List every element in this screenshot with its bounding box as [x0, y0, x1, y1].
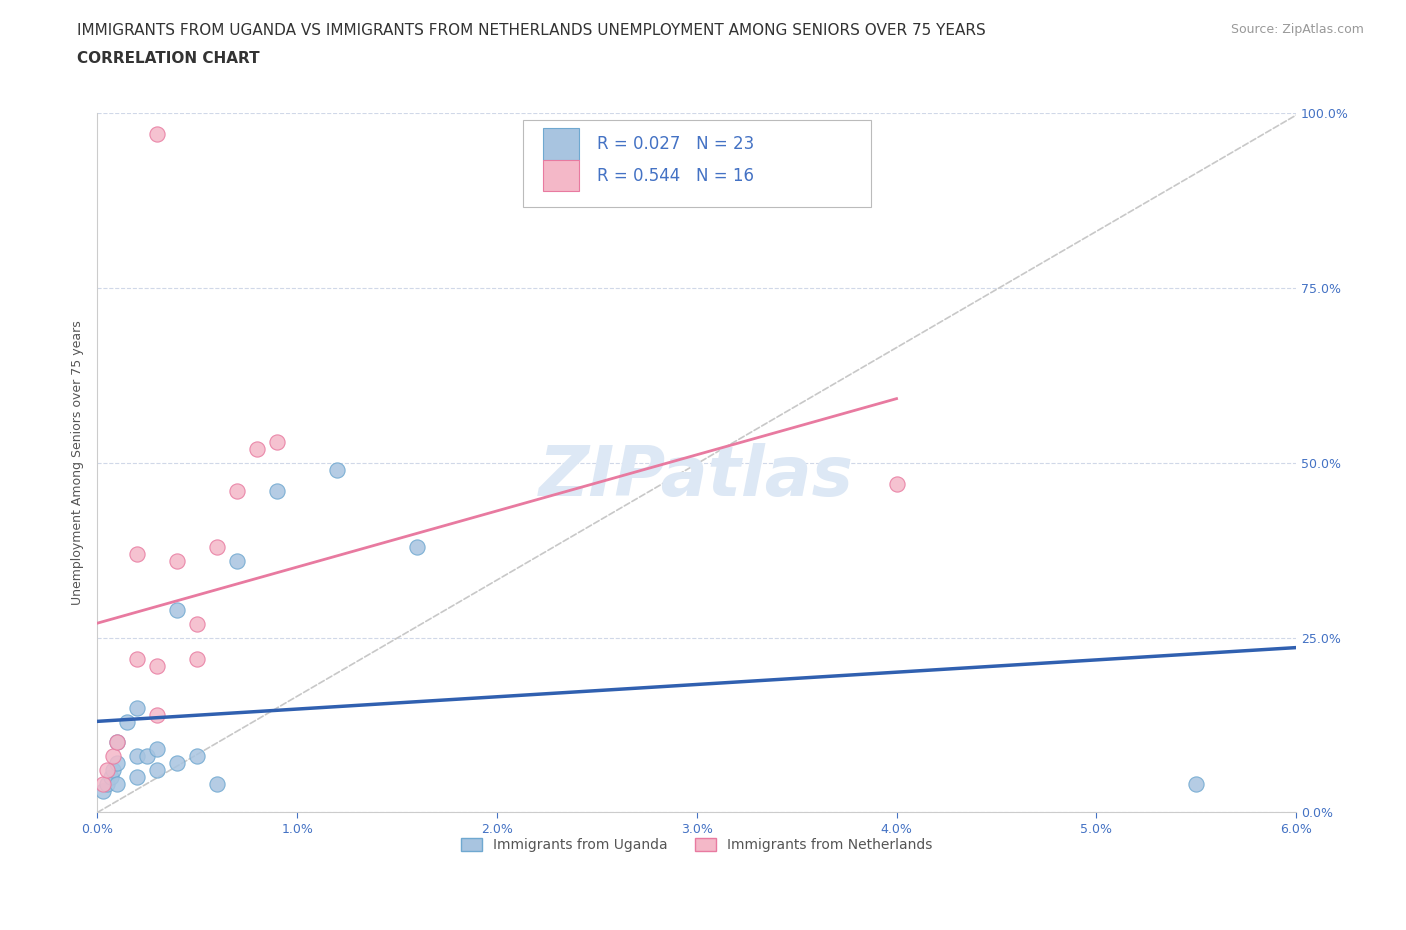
- Point: [96, 777, 118, 792]
- Point: [117, 714, 139, 729]
- Point: [226, 553, 249, 568]
- Point: [127, 651, 149, 666]
- Point: [127, 770, 149, 785]
- Point: [1185, 777, 1208, 792]
- Point: [186, 651, 208, 666]
- Point: [127, 749, 149, 764]
- Point: [207, 539, 229, 554]
- Text: CORRELATION CHART: CORRELATION CHART: [77, 51, 260, 66]
- Point: [93, 777, 115, 792]
- Point: [93, 784, 115, 799]
- Point: [107, 756, 129, 771]
- Point: [406, 539, 429, 554]
- Point: [266, 434, 288, 449]
- Point: [166, 553, 188, 568]
- FancyBboxPatch shape: [543, 128, 579, 160]
- Point: [103, 763, 125, 777]
- Point: [886, 476, 908, 491]
- Point: [127, 546, 149, 561]
- Y-axis label: Unemployment Among Seniors over 75 years: Unemployment Among Seniors over 75 years: [72, 320, 84, 605]
- Point: [103, 749, 125, 764]
- Point: [136, 749, 159, 764]
- Text: R = 0.544   N = 16: R = 0.544 N = 16: [598, 166, 754, 184]
- Point: [107, 735, 129, 750]
- Point: [226, 484, 249, 498]
- Point: [127, 700, 149, 715]
- Point: [107, 777, 129, 792]
- Point: [146, 658, 169, 673]
- Legend: Immigrants from Uganda, Immigrants from Netherlands: Immigrants from Uganda, Immigrants from …: [456, 833, 938, 858]
- FancyBboxPatch shape: [543, 160, 579, 192]
- FancyBboxPatch shape: [523, 120, 870, 207]
- Point: [266, 484, 288, 498]
- Text: Source: ZipAtlas.com: Source: ZipAtlas.com: [1230, 23, 1364, 36]
- Point: [166, 756, 188, 771]
- Point: [100, 770, 122, 785]
- Text: ZIPatlas: ZIPatlas: [540, 444, 855, 511]
- Point: [96, 763, 118, 777]
- Point: [326, 462, 349, 477]
- Text: R = 0.027   N = 23: R = 0.027 N = 23: [598, 135, 755, 153]
- Point: [246, 442, 269, 457]
- Point: [186, 749, 208, 764]
- Point: [186, 617, 208, 631]
- Point: [166, 602, 188, 617]
- Point: [146, 742, 169, 757]
- Point: [107, 735, 129, 750]
- Point: [146, 126, 169, 141]
- Text: IMMIGRANTS FROM UGANDA VS IMMIGRANTS FROM NETHERLANDS UNEMPLOYMENT AMONG SENIORS: IMMIGRANTS FROM UGANDA VS IMMIGRANTS FRO…: [77, 23, 986, 38]
- Point: [146, 707, 169, 722]
- Point: [207, 777, 229, 792]
- Point: [146, 763, 169, 777]
